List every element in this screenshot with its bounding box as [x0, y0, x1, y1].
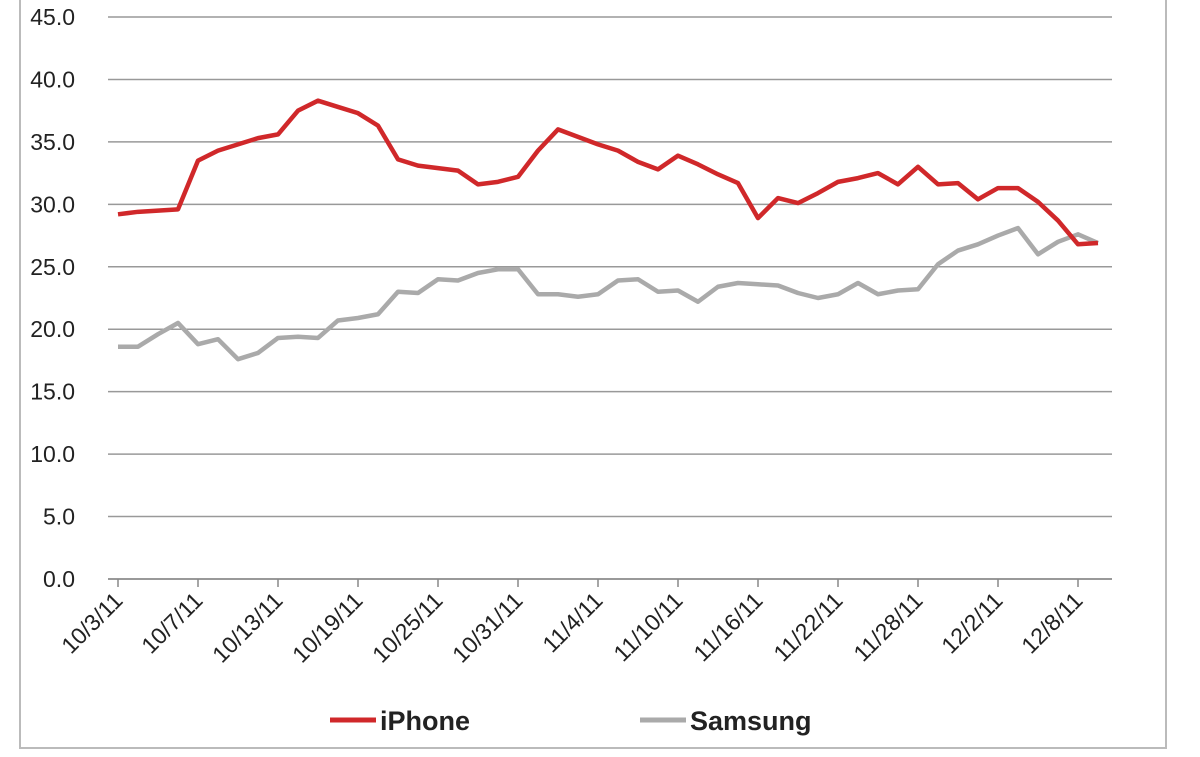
x-tick-label: 12/2/11	[936, 587, 1007, 658]
x-tick-label: 10/13/11	[207, 587, 287, 667]
y-tick-label: 20.0	[30, 316, 75, 342]
legend-label: Samsung	[690, 706, 812, 736]
y-tick-label: 15.0	[30, 379, 75, 405]
y-tick-label: 5.0	[43, 504, 75, 530]
x-tick-label: 11/4/11	[537, 587, 607, 657]
line-series	[117, 98, 1099, 247]
y-tick-label: 25.0	[30, 254, 75, 280]
y-tick-label: 10.0	[30, 441, 75, 467]
line-series	[118, 225, 1099, 362]
y-tick-label: 40.0	[30, 66, 75, 92]
x-tick-label: 10/31/11	[447, 587, 527, 667]
x-tick-label: 12/8/11	[1016, 587, 1087, 658]
y-tick-label: 45.0	[30, 4, 75, 30]
x-tick-label: 11/28/11	[848, 587, 927, 666]
x-tick-label: 11/22/11	[768, 587, 847, 666]
chart-frame	[19, 0, 1167, 749]
x-tick-label: 10/19/11	[287, 587, 367, 667]
x-tick-label: 10/25/11	[367, 587, 447, 667]
y-tick-label: 35.0	[30, 129, 75, 155]
legend-label: iPhone	[380, 706, 470, 736]
x-tick-label: 10/3/11	[56, 587, 127, 658]
x-tick-label: 10/7/11	[136, 587, 207, 658]
x-tick-label: 11/16/11	[688, 587, 767, 666]
y-tick-label: 30.0	[30, 191, 75, 217]
x-tick-label: 11/10/11	[608, 587, 687, 666]
y-tick-label: 0.0	[43, 566, 75, 592]
